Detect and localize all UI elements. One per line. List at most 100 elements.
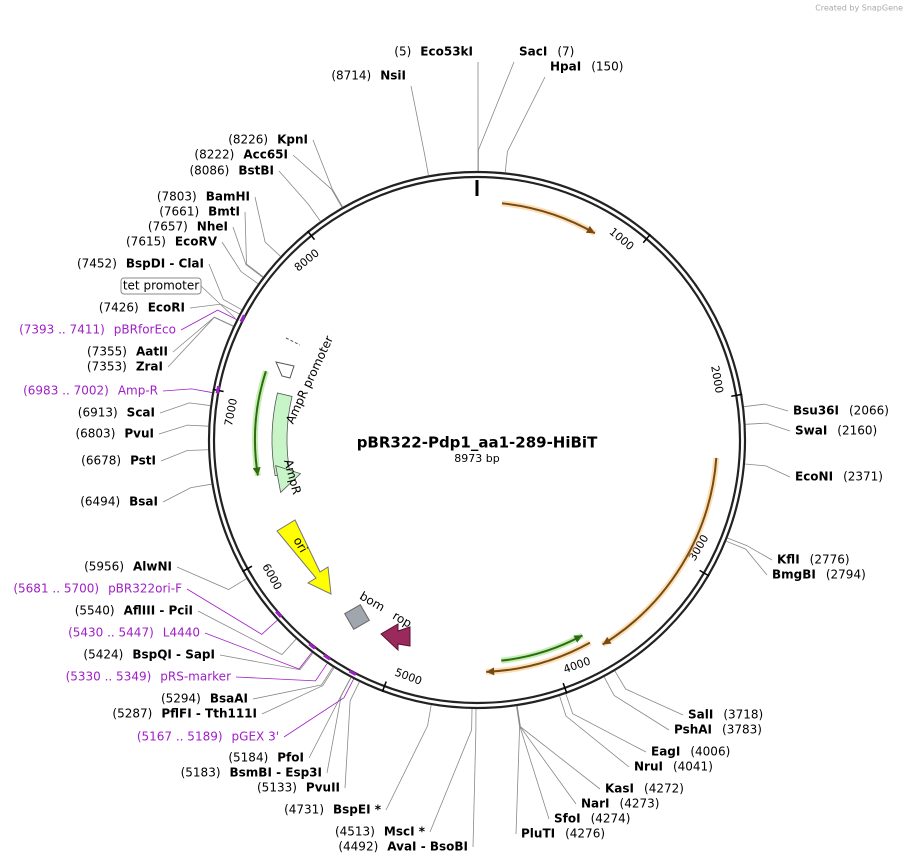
enzyme-leader — [208, 263, 242, 311]
feature-arc-head — [573, 635, 583, 643]
map-length: 8973 bp — [454, 452, 499, 465]
feature-arc — [501, 200, 597, 236]
enzyme-leader — [158, 424, 209, 435]
enzyme-position: (5133) — [257, 781, 297, 795]
primer-leader — [162, 388, 213, 393]
enzyme-position: (7452) — [77, 257, 117, 271]
enzyme-name: PvuI — [124, 427, 154, 441]
enzyme-name: AatII — [136, 345, 168, 359]
enzyme-leader — [516, 705, 601, 790]
enzyme-leader — [167, 316, 234, 368]
enzyme-position: (7355) — [87, 345, 127, 359]
enzyme-name: BamHI — [206, 190, 250, 204]
enzyme-name: KasI — [605, 782, 634, 796]
ring-tick-label: 5000 — [393, 666, 424, 688]
enzyme-name: PstI — [130, 454, 156, 468]
enzyme-position: (8226) — [228, 133, 268, 147]
enzyme-position: (6913) — [78, 406, 118, 420]
enzyme-leader — [292, 154, 343, 208]
enzyme-name: SfoI — [554, 812, 581, 826]
enzyme-leader — [176, 566, 247, 590]
primer-name: pBRforEco — [114, 323, 176, 337]
enzyme-name: ZraI — [136, 360, 163, 374]
enzyme-name: MscI * — [384, 825, 426, 839]
enzyme-position: (2776) — [810, 553, 850, 567]
feature-arc — [486, 641, 591, 673]
enzyme-position: (4492) — [338, 840, 378, 854]
enzyme-name: AvaI - BsoBI — [387, 840, 468, 854]
primer-mark — [348, 669, 357, 676]
enzyme-position: (2160) — [837, 424, 877, 438]
feature-arc — [254, 370, 267, 476]
ampr-promoter-arrow — [275, 361, 295, 379]
enzyme-name: AlwNI — [133, 560, 172, 574]
primer-leader — [204, 632, 313, 670]
enzyme-position: (5184) — [228, 751, 268, 765]
enzyme-name: NsiI — [380, 69, 406, 83]
enzyme-name: BspQI - SapI — [132, 648, 215, 662]
feature-arc-head — [602, 636, 612, 645]
enzyme-leader — [516, 705, 577, 805]
enzyme-leader — [472, 708, 477, 848]
ring-tick — [562, 682, 568, 694]
ring-tick — [306, 230, 316, 241]
primer-name: pGEX 3' — [232, 730, 279, 744]
enzyme-name: AflIII - PciI — [124, 604, 193, 618]
ring-tick — [642, 233, 651, 244]
enzyme-name: ScaI — [127, 406, 155, 420]
enzyme-position: (5294) — [161, 692, 201, 706]
credit: Created by SnapGene — [815, 4, 903, 13]
feature-arc — [500, 632, 584, 664]
primer-leader — [186, 588, 278, 635]
enzyme-name: PfoI — [277, 751, 304, 765]
enzyme-position: (7661) — [159, 205, 199, 219]
enzyme-position: (7) — [557, 45, 574, 59]
enzyme-position: (4272) — [644, 782, 684, 796]
enzyme-leader — [515, 706, 520, 835]
enzyme-name: EcoRV — [175, 235, 218, 249]
bom-box — [344, 604, 370, 630]
primer-name: L4440 — [163, 626, 200, 640]
enzyme-leader — [232, 226, 263, 278]
enzyme-position: (4273) — [620, 797, 660, 811]
ring-tick-label: 4000 — [562, 654, 593, 676]
primer-position: (7393 .. 7411) — [19, 323, 105, 337]
enzyme-name: KflI — [777, 553, 800, 567]
enzyme-leader — [312, 139, 343, 208]
enzyme-name: SacI — [519, 45, 547, 59]
enzyme-position: (3718) — [723, 708, 763, 722]
enzyme-position: (8086) — [189, 164, 229, 178]
ring-tick — [699, 569, 710, 577]
ring-tick — [241, 565, 253, 573]
backbone-inner — [212, 175, 742, 705]
enzyme-name: BspDI - ClaI — [126, 257, 204, 271]
ring-tick-label: 7000 — [222, 397, 240, 427]
enzyme-position: (4513) — [335, 825, 375, 839]
enzyme-leader — [603, 676, 670, 731]
enzyme-leader — [159, 402, 211, 414]
enzyme-name: BmtI — [208, 205, 240, 219]
enzyme-name: BstBI — [238, 164, 274, 178]
primer-mark — [323, 653, 331, 661]
enzyme-leader — [162, 483, 212, 503]
enzyme-position: (2066) — [849, 404, 889, 418]
feature-arc-head — [252, 467, 261, 476]
enzyme-leader — [197, 610, 297, 656]
enzyme-position: (5) — [394, 45, 411, 59]
ring-tick — [731, 393, 743, 398]
enzyme-position: (6494) — [80, 495, 120, 509]
enzyme-leader — [744, 463, 791, 478]
primer-name: pBR322ori-F — [108, 582, 182, 596]
enzyme-leader — [189, 303, 240, 315]
ring-tick-label: 6000 — [259, 561, 284, 592]
enzyme-name: PshAI — [674, 723, 712, 737]
primer-mark — [308, 642, 316, 650]
enzyme-position: (7657) — [148, 220, 188, 234]
enzyme-leader — [565, 693, 647, 753]
enzyme-position: (7353) — [87, 360, 127, 374]
enzyme-leader — [254, 196, 281, 257]
enzyme-leader — [429, 708, 473, 833]
backbone-outer — [207, 170, 747, 710]
enzyme-name: HpaI — [550, 60, 581, 74]
